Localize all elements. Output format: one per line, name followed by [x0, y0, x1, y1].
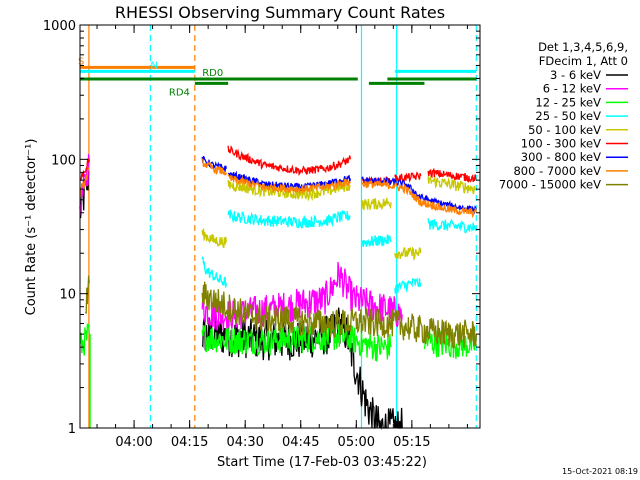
legend-label-0: 3 - 6 keV [550, 68, 601, 82]
series-7-segment-1 [201, 158, 227, 176]
series-8-segment-1 [201, 281, 477, 349]
flag-label-1: N [150, 60, 157, 71]
x-tick-label-0: 04:00 [115, 435, 152, 450]
legend-label-7: 800 - 7000 keV [513, 164, 601, 178]
series-3-segment-1 [227, 208, 351, 229]
series-2-segment-1 [201, 322, 392, 362]
series-3 [201, 208, 477, 294]
legend-label-6: 300 - 800 keV [521, 150, 601, 164]
y-tick-label-3: 1000 [43, 19, 76, 34]
chart-title: RHESSI Observing Summary Count Rates [115, 3, 445, 22]
series-3-segment-0 [201, 256, 227, 288]
series-4-segment-2 [360, 196, 392, 212]
series-4-segment-3 [394, 246, 422, 261]
flag-label-2: RD0 [202, 68, 223, 79]
plot-background [80, 25, 480, 428]
series-3-segment-3 [394, 277, 422, 294]
y-tick-label-0: 1 [68, 422, 76, 437]
y-tick-label-2: 100 [51, 153, 76, 168]
series-2-segment-2 [423, 328, 477, 359]
legend-label-1: 6 - 12 keV [543, 82, 601, 96]
x-tick-label-4: 05:00 [338, 435, 375, 450]
y-tick-label-1: 10 [59, 288, 76, 303]
series-2-segment-0 [79, 322, 90, 356]
legend-label-5: 100 - 300 keV [521, 137, 601, 151]
series-7-segment-0 [79, 167, 90, 197]
series-1-segment-0 [79, 154, 90, 215]
legend-label-2: 12 - 25 keV [535, 95, 601, 109]
series-5-segment-0 [79, 158, 90, 182]
series-3-segment-4 [427, 218, 477, 234]
series-1-segment-1 [201, 262, 403, 332]
flag-label-3: RD4 [169, 87, 190, 98]
series-5-segment-1 [227, 145, 352, 176]
y-axis-label: Count Rate (s⁻¹ detector⁻¹) [24, 139, 39, 316]
series-7 [79, 158, 477, 219]
plot-frame [79, 24, 481, 429]
series-3-segment-2 [360, 234, 392, 248]
series-5-segment-4 [427, 167, 477, 183]
x-axis-label: Start Time (17-Feb-03 03:45:22) [217, 455, 427, 470]
flag-bars: S N RD0 RD4 [78, 56, 477, 98]
legend: Det 1,3,4,5,6,9, FDecim 1, Att 0 3 - 6 k… [499, 40, 628, 192]
plot-area [80, 25, 480, 428]
x-tick-label-3: 04:45 [282, 435, 319, 450]
legend-label-8: 7000 - 15000 keV [499, 178, 601, 192]
series-4-segment-0 [201, 228, 227, 249]
x-tick-label-5: 05:15 [393, 435, 430, 450]
time-markers [88, 25, 477, 428]
series-8-segment-0 [84, 275, 90, 314]
series-8 [84, 275, 477, 349]
legend-label-3: 25 - 50 keV [535, 109, 601, 123]
series-7-segment-2 [227, 174, 351, 194]
legend-label-4: 50 - 100 keV [528, 123, 601, 137]
series-4-segment-4 [427, 175, 477, 194]
series-layer [79, 145, 477, 430]
flag-label-0: S [78, 56, 84, 67]
series-2 [79, 322, 477, 362]
axes: 1 10 100 1000 04:00 04:15 04:30 04:45 05:00 05:15 [43, 19, 481, 450]
legend-header-line-1: Det 1,3,4,5,6,9, [538, 40, 628, 54]
series-6-segment-0 [201, 155, 227, 172]
x-tick-label-1: 04:15 [171, 435, 208, 450]
legend-header-line-2: FDecim 1, Att 0 [539, 54, 628, 68]
x-tick-label-2: 04:30 [226, 435, 263, 450]
series-7-segment-3 [360, 178, 477, 219]
series-1 [79, 154, 403, 332]
generation-timestamp: 15-Oct-2021 08:19 [562, 467, 638, 476]
